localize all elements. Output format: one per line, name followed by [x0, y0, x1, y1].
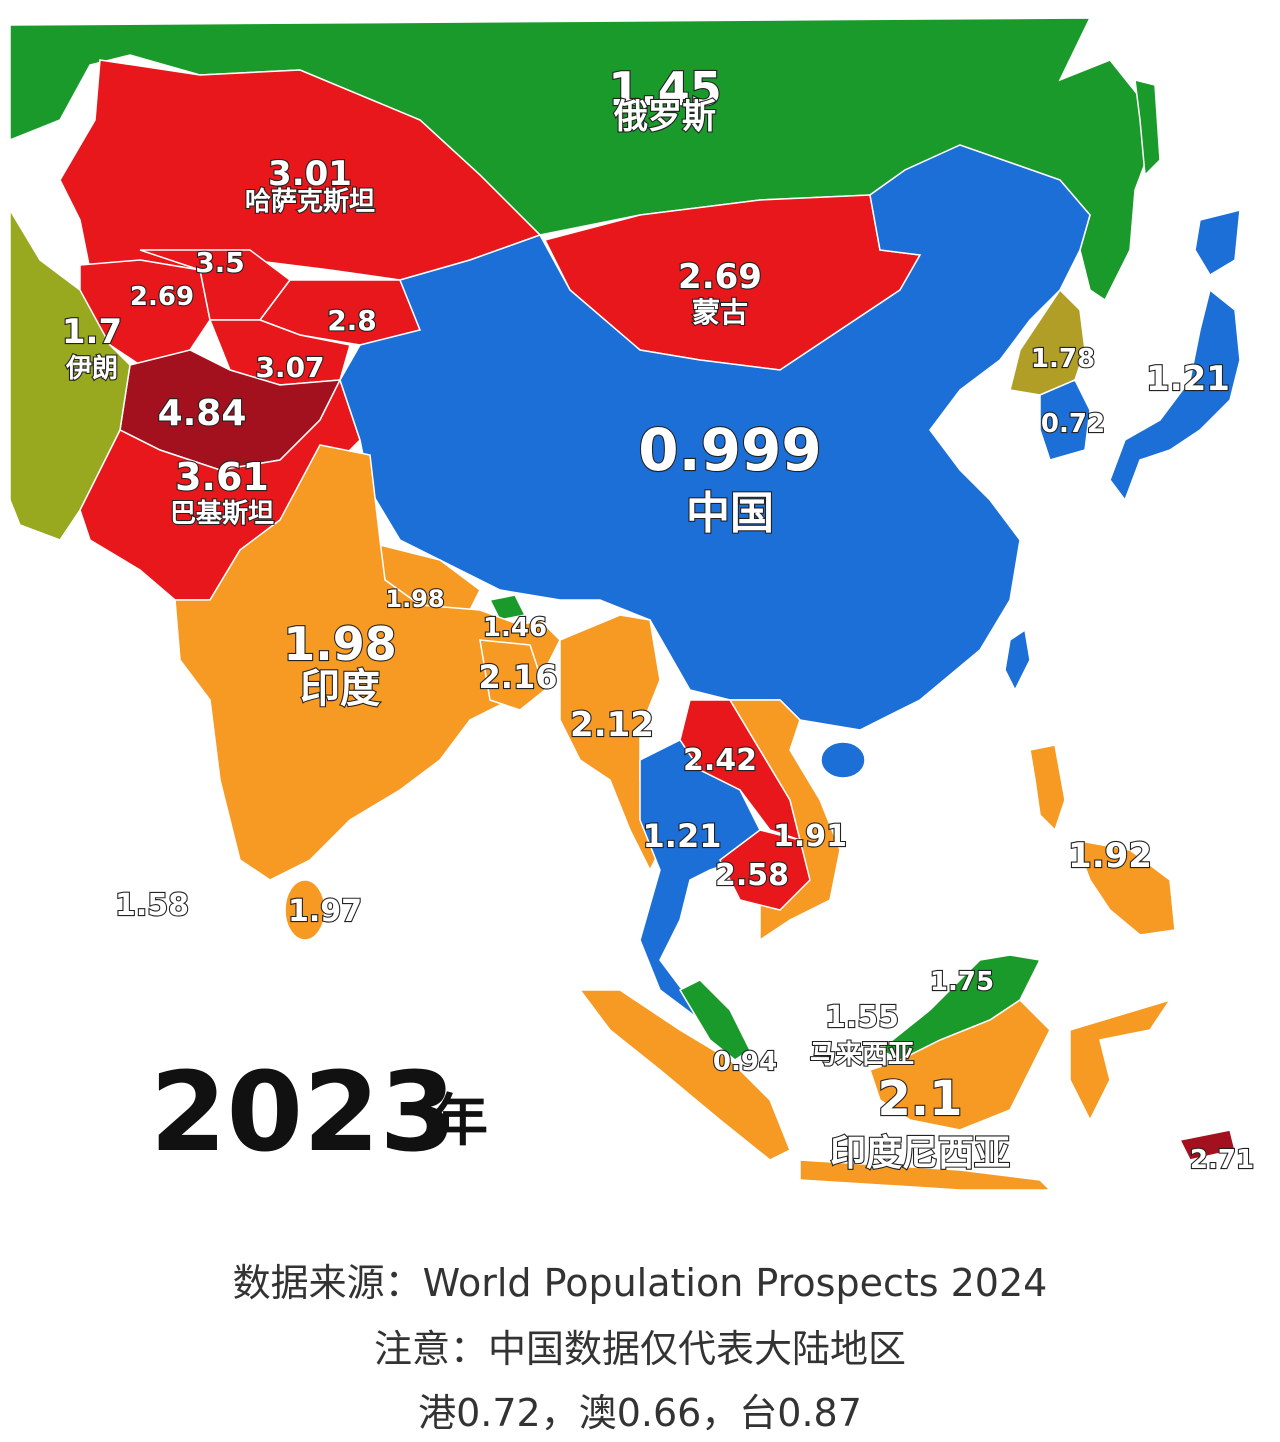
value-label-russia: 1.45: [608, 62, 722, 116]
region-bangladesh: [479, 639, 546, 711]
value-label-cambodia: 2.58: [715, 858, 789, 893]
region-kazakhstan: [59, 59, 542, 281]
asia-fertility-map: 1.45俄罗斯3.01哈萨克斯坦3.52.692.83.074.843.61巴基…: [9, 18, 1256, 1191]
value-label-india: 1.98: [283, 617, 397, 671]
value-label-maldives: 1.58: [115, 888, 189, 923]
region-indonesia-borneo: [869, 999, 1051, 1131]
value-label-timor_leste: 2.71: [1190, 1145, 1254, 1175]
data-source-text: 数据来源：World Population Prospects 2024: [232, 1261, 1048, 1305]
value-label-afghanistan: 4.84: [158, 393, 247, 434]
region-indonesia-sumatra: [578, 989, 791, 1161]
region-sri-lanka: [284, 879, 326, 941]
year-number: 2023: [150, 1048, 456, 1176]
value-label-pakistan: 3.61: [175, 455, 269, 499]
value-label-kyrgyzstan: 2.8: [327, 304, 377, 337]
value-label-laos: 2.42: [683, 743, 757, 778]
value-label-turkmenistan: 2.69: [130, 282, 194, 312]
name-label-pakistan: 巴基斯坦: [170, 499, 274, 529]
value-label-uzbekistan: 3.5: [195, 246, 245, 279]
region-philippines-south: [1073, 839, 1176, 936]
region-india: [174, 444, 561, 881]
value-label-indonesia: 2.1: [877, 1071, 962, 1127]
note-text: 注意：中国数据仅代表大陆地区: [373, 1327, 906, 1371]
region-taiwan: [1004, 628, 1031, 692]
name-label-indonesia: 印度尼西亚: [830, 1133, 1010, 1174]
year-suffix: 年: [432, 1089, 488, 1154]
region-hainan: [820, 741, 866, 779]
region-malaysia-peninsula: [678, 979, 751, 1061]
value-label-japan: 1.21: [1146, 359, 1230, 399]
value-label-malaysia: 1.55: [825, 1000, 899, 1035]
value-label-bangladesh: 2.16: [479, 658, 558, 696]
value-label-sri_lanka: 1.97: [288, 894, 362, 929]
name-label-russia: 俄罗斯: [613, 97, 716, 137]
name-label-kazakhstan: 哈萨克斯坦: [245, 187, 375, 217]
value-label-myanmar: 2.12: [570, 705, 654, 745]
region-indonesia-sulawesi: [1069, 998, 1172, 1122]
region-thailand: [639, 739, 761, 1021]
value-label-north_korea: 1.78: [1031, 344, 1095, 374]
value-label-vietnam: 1.91: [773, 819, 847, 854]
region-indonesia-java: [799, 1159, 1052, 1191]
region-vietnam: [728, 699, 841, 942]
region-south-korea: [1039, 379, 1091, 461]
region-japan: [1194, 209, 1241, 277]
value-label-mongolia: 2.69: [678, 257, 762, 297]
name-label-india: 印度: [300, 666, 380, 712]
extra-values-text: 港0.72，澳0.66，台0.87: [418, 1391, 862, 1435]
value-label-kazakhstan: 3.01: [268, 154, 352, 194]
name-label-malaysia: 马来西亚: [810, 1040, 914, 1070]
name-label-china: 中国: [686, 488, 774, 539]
region-bhutan: [488, 594, 527, 621]
value-label-nepal: 1.98: [385, 585, 444, 613]
value-label-china: 0.999: [638, 416, 821, 484]
value-label-singapore: 0.94: [713, 1047, 777, 1077]
region-iran: [9, 207, 131, 541]
value-label-south_korea: 0.72: [1041, 409, 1105, 439]
region-philippines-luzon: [1029, 744, 1066, 832]
region-japan-honshu: [1109, 288, 1241, 502]
value-label-bhutan: 1.46: [483, 613, 547, 643]
region-sakhalin: [1134, 79, 1161, 177]
value-label-brunei: 1.75: [930, 967, 994, 997]
value-label-philippines: 1.92: [1068, 836, 1152, 876]
region-cambodia: [719, 829, 811, 911]
value-label-tajikistan: 3.07: [255, 351, 324, 384]
region-china: [339, 144, 1091, 731]
value-label-thailand: 1.21: [643, 817, 722, 855]
name-label-mongolia: 蒙古: [692, 296, 748, 329]
value-label-iran: 1.7: [62, 312, 122, 352]
region-timor-leste: [1178, 1129, 1236, 1161]
name-label-iran: 伊朗: [65, 354, 118, 384]
value-labels: 1.45俄罗斯3.01哈萨克斯坦3.52.692.83.074.843.61巴基…: [61, 61, 1255, 1176]
